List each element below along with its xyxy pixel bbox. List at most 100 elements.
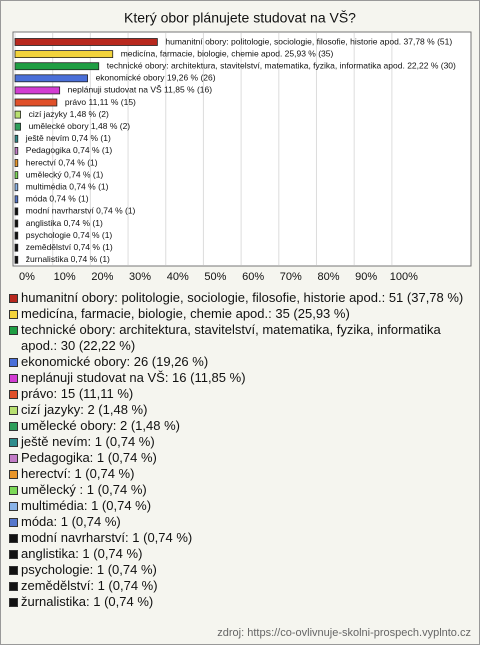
legend-label: medicína, farmacie, biologie, chemie apo… [21, 306, 350, 321]
legend-label: ekonomické obory: 26 (19,26 %) [21, 354, 209, 369]
legend-item: zemědělství: 1 (0,74 %) [9, 578, 474, 594]
bar [14, 183, 19, 192]
data-label: zemědělství 0,74 % (1) [26, 242, 113, 252]
x-tick-label: 30% [129, 271, 151, 283]
data-label: móda 0,74 % (1) [26, 194, 89, 204]
legend-label: psychologie: 1 (0,74 %) [21, 562, 157, 577]
legend-item: technické obory: architektura, stavitels… [9, 322, 474, 354]
bar [14, 195, 19, 204]
x-tick-label: 100% [390, 271, 418, 283]
legend: humanitní obory: politologie, sociologie… [9, 290, 474, 610]
x-tick-label: 70% [280, 271, 302, 283]
data-label: umělecké obory 1,48 % (2) [29, 121, 131, 131]
data-label: psychologie 0,74 % (1) [26, 230, 113, 240]
legend-swatch [9, 598, 18, 607]
x-tick-label: 10% [54, 271, 76, 283]
data-label: medicína, farmacie, biologie, chemie apo… [121, 48, 334, 58]
legend-item: medicína, farmacie, biologie, chemie apo… [9, 306, 474, 322]
legend-swatch [9, 374, 18, 383]
data-label: Pedagogika 0,74 % (1) [26, 145, 113, 155]
bar [14, 219, 19, 228]
legend-item: žurnalistika: 1 (0,74 %) [9, 594, 474, 610]
legend-swatch [9, 406, 18, 415]
data-label: právo 11,11 % (15) [65, 97, 136, 107]
chart: Který obor plánujete studovat na VŠ? 0% 1… [12, 10, 472, 283]
legend-swatch [9, 534, 18, 543]
bar [14, 207, 19, 216]
legend-item: modní navrharství: 1 (0,74 %) [9, 530, 474, 546]
data-label: cizí jazyky 1,48 % (2) [29, 109, 109, 119]
legend-swatch [9, 486, 18, 495]
chart-title: Který obor plánujete studovat na VŠ? [124, 10, 356, 26]
data-label: multimédia 0,74 % (1) [26, 181, 109, 191]
bar [14, 62, 100, 71]
data-label: umělecký 0,74 % (1) [26, 169, 104, 179]
bar [14, 159, 19, 167]
legend-swatch [9, 438, 18, 447]
legend-item: anglistika: 1 (0,74 %) [9, 546, 474, 562]
bar [14, 255, 19, 264]
legend-item: neplánuji studovat na VŠ: 16 (11,85 %) [9, 370, 474, 386]
legend-swatch [9, 518, 18, 527]
legend-swatch [9, 390, 18, 399]
legend-item: psychologie: 1 (0,74 %) [9, 562, 474, 578]
legend-swatch [9, 294, 18, 303]
bar [14, 171, 19, 180]
data-label: herectví 0,74 % (1) [26, 157, 98, 167]
legend-swatch [9, 470, 18, 479]
legend-swatch [9, 502, 18, 511]
bar [14, 243, 19, 252]
x-tick-label: 50% [204, 271, 226, 283]
x-tick-label: 40% [167, 271, 189, 283]
legend-label: neplánuji studovat na VŠ: 16 (11,85 %) [21, 370, 246, 385]
bar [14, 74, 88, 83]
data-label: humanitní obory: politologie, sociologie… [165, 36, 452, 46]
x-tick-label: 60% [242, 271, 264, 283]
legend-label: Pedagogika: 1 (0,74 %) [21, 450, 157, 465]
legend-item: herectví: 1 (0,74 %) [9, 466, 474, 482]
legend-item: humanitní obory: politologie, sociologie… [9, 290, 474, 306]
bar [14, 98, 58, 107]
bar [14, 110, 21, 119]
legend-item: cizí jazyky: 2 (1,48 %) [9, 402, 474, 418]
legend-item: móda: 1 (0,74 %) [9, 514, 474, 530]
legend-item: umělecký : 1 (0,74 %) [9, 482, 474, 498]
data-label: technické obory: architektura, stavitels… [107, 60, 456, 70]
legend-label: umělecký : 1 (0,74 %) [21, 482, 147, 497]
bar [14, 231, 19, 240]
source: zdroj: https://co-ovlivnuje-skolni-prosp… [217, 627, 471, 639]
legend-item: ekonomické obory: 26 (19,26 %) [9, 354, 474, 370]
legend-swatch [9, 582, 18, 591]
data-label: ještě nevím 0,74 % (1) [25, 133, 111, 143]
legend-item: umělecké obory: 2 (1,48 %) [9, 418, 474, 434]
legend-label: humanitní obory: politologie, sociologie… [21, 290, 464, 305]
legend-item: multimédia: 1 (0,74 %) [9, 498, 474, 514]
legend-label: herectví: 1 (0,74 %) [21, 466, 135, 481]
legend-swatch [9, 566, 18, 575]
legend-label: technické obory: architektura, stavitels… [21, 322, 441, 353]
bar [14, 122, 21, 131]
bar [14, 38, 158, 46]
legend-item: právo: 15 (11,11 %) [9, 386, 474, 402]
legend-swatch [9, 454, 18, 463]
bar [14, 134, 19, 143]
legend-label: cizí jazyky: 2 (1,48 %) [21, 402, 148, 417]
data-label: ekonomické obory 19,26 % (26) [96, 73, 216, 83]
x-tick-label: 80% [317, 271, 339, 283]
legend-swatch [9, 550, 18, 559]
legend-label: právo: 15 (11,11 %) [21, 386, 134, 401]
data-label: anglistika 0,74 % (1) [26, 218, 103, 228]
legend-label: anglistika: 1 (0,74 %) [21, 546, 143, 561]
data-label: neplánuji studovat na VŠ 11,85 % (16) [68, 85, 213, 95]
legend-swatch [9, 358, 18, 367]
legend-item: Pedagogika: 1 (0,74 %) [9, 450, 474, 466]
legend-swatch [9, 326, 18, 335]
legend-label: móda: 1 (0,74 %) [21, 514, 121, 529]
legend-item: ještě nevím: 1 (0,74 %) [9, 434, 474, 450]
legend-swatch [9, 310, 18, 319]
legend-label: multimédia: 1 (0,74 %) [21, 498, 152, 513]
x-tick-label: 90% [355, 271, 377, 283]
plot-area [12, 31, 472, 267]
data-label: modní navrharství 0,74 % (1) [26, 206, 136, 216]
